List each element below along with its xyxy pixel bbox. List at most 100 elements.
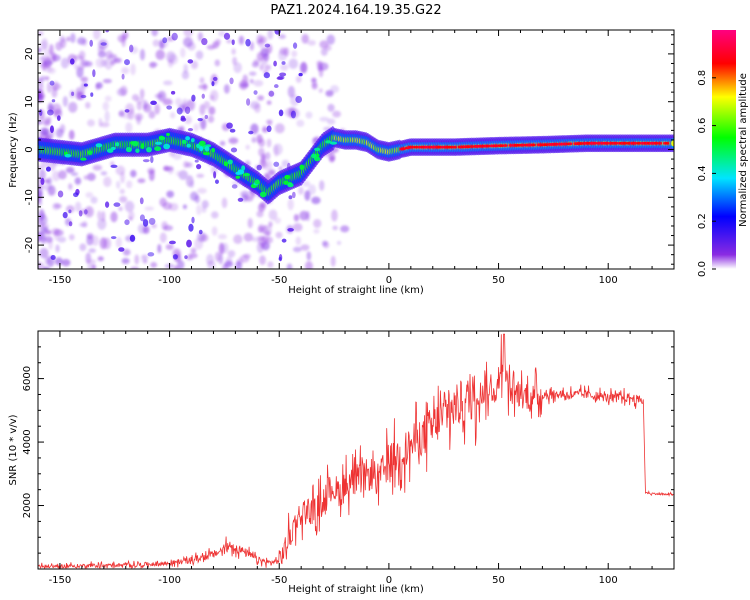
noise-blob: [162, 37, 168, 44]
noise-blob: [222, 263, 229, 269]
noise-blob: [257, 225, 264, 233]
ridge-spot: [140, 143, 145, 150]
noise-blob: [190, 60, 199, 70]
noise-blob: [116, 180, 121, 189]
noise-blob: [166, 190, 175, 198]
x-tick-label: 100: [599, 275, 618, 286]
noise-blob: [51, 99, 56, 103]
spectrogram-y-ticks: -20 -10 0 10 20: [24, 34, 674, 265]
noise-blob: [38, 93, 46, 98]
noise-blob: [47, 109, 54, 116]
ridge-peak: [466, 145, 471, 149]
noise-blob: [55, 41, 63, 51]
noise-blob: [256, 164, 262, 171]
noise-blob: [74, 177, 82, 185]
noise-blob: [211, 211, 219, 219]
noise-blob: [48, 239, 53, 250]
noise-blob: [79, 222, 87, 227]
x-tick-label: -100: [158, 575, 181, 586]
noise-blob: [319, 180, 325, 191]
noise-blob: [100, 171, 108, 176]
noise-blob: [41, 184, 52, 191]
noise-blob: [251, 137, 257, 143]
ridge-spot: [299, 164, 305, 170]
noise-blob: [43, 226, 49, 233]
noise-blob: [298, 186, 304, 195]
noise-blob: [268, 169, 276, 176]
noise-blob: [149, 62, 157, 69]
y-tick-label: 10: [24, 95, 35, 108]
snr-series-line: [38, 333, 674, 569]
noise-blob: [104, 95, 112, 102]
noise-blob: [41, 127, 50, 136]
noise-blob: [78, 210, 83, 217]
noise-blob: [251, 61, 259, 68]
noise-blob: [80, 94, 87, 99]
ridge-spot: [154, 141, 162, 145]
noise-blob: [83, 209, 88, 215]
spectrogram-x-ticks: -150 -100 -50 0 50 100: [37, 30, 675, 286]
noise-blob: [71, 91, 75, 97]
colorbar-gradient: [712, 30, 736, 269]
noise-blob: [185, 175, 194, 188]
noise-blob: [254, 103, 261, 113]
noise-blob: [201, 200, 209, 209]
noise-blob: [61, 259, 71, 267]
noise-blob: [203, 100, 211, 110]
noise-blob: [212, 76, 218, 81]
noise-blob: [45, 166, 51, 172]
noise-blob: [265, 236, 274, 244]
noise-blob: [175, 97, 182, 106]
noise-blob: [249, 41, 255, 51]
noise-blob: [223, 84, 230, 94]
noise-blob: [150, 262, 158, 268]
noise-blob: [88, 248, 96, 253]
noise-blob: [211, 81, 215, 87]
noise-blob: [291, 50, 298, 58]
noise-blob: [235, 260, 242, 269]
ridge-peak: [503, 144, 508, 147]
noise-blob: [191, 94, 196, 102]
noise-blob: [38, 47, 42, 53]
noise-blob: [266, 125, 272, 133]
noise-blob: [286, 263, 293, 269]
noise-blob: [332, 225, 338, 231]
noise-blob: [130, 63, 136, 76]
noise-blob: [214, 179, 219, 184]
noise-blob: [259, 64, 265, 71]
noise-blob: [261, 153, 266, 160]
x-tick-label: 0: [386, 575, 392, 586]
noise-blob: [265, 151, 271, 160]
noise-blob: [90, 92, 94, 97]
noise-blob: [157, 243, 162, 254]
ridge-peak: [626, 141, 631, 145]
noise-blob: [85, 191, 94, 198]
noise-blob: [104, 201, 110, 208]
noise-blob: [301, 33, 310, 44]
noise-blob: [177, 260, 185, 269]
noise-blob: [223, 32, 231, 40]
noise-blob: [201, 38, 208, 46]
ridge-peak: [613, 141, 619, 145]
noise-blob: [197, 231, 206, 242]
noise-blob: [82, 38, 88, 47]
noise-blob: [187, 127, 194, 132]
noise-blob: [329, 155, 335, 161]
noise-blob: [197, 117, 203, 122]
ridge-peak: [499, 144, 505, 147]
noise-blob: [268, 90, 275, 97]
noise-blob: [40, 177, 45, 186]
noise-blob: [68, 234, 75, 241]
noise-blob: [292, 246, 302, 253]
noise-blob: [331, 209, 338, 222]
noise-blob: [137, 178, 146, 184]
noise-blob: [83, 175, 88, 180]
noise-blob: [184, 106, 191, 114]
ridge-spot: [166, 132, 170, 137]
ridge-spot: [283, 180, 289, 185]
noise-blob: [129, 234, 136, 242]
noise-blob: [316, 61, 323, 72]
ridge-peak: [657, 141, 663, 145]
noise-blob: [124, 59, 130, 66]
